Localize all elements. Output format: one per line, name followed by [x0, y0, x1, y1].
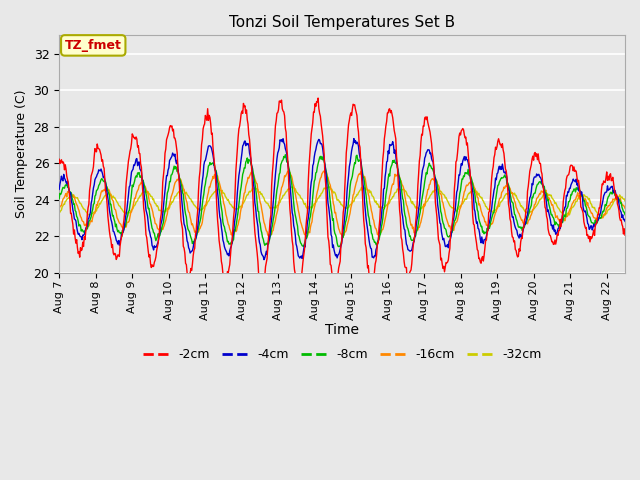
Y-axis label: Soil Temperature (C): Soil Temperature (C): [15, 90, 28, 218]
Title: Tonzi Soil Temperatures Set B: Tonzi Soil Temperatures Set B: [229, 15, 455, 30]
Text: TZ_fmet: TZ_fmet: [65, 39, 122, 52]
X-axis label: Time: Time: [325, 323, 359, 337]
Legend: -2cm, -4cm, -8cm, -16cm, -32cm: -2cm, -4cm, -8cm, -16cm, -32cm: [138, 343, 547, 366]
